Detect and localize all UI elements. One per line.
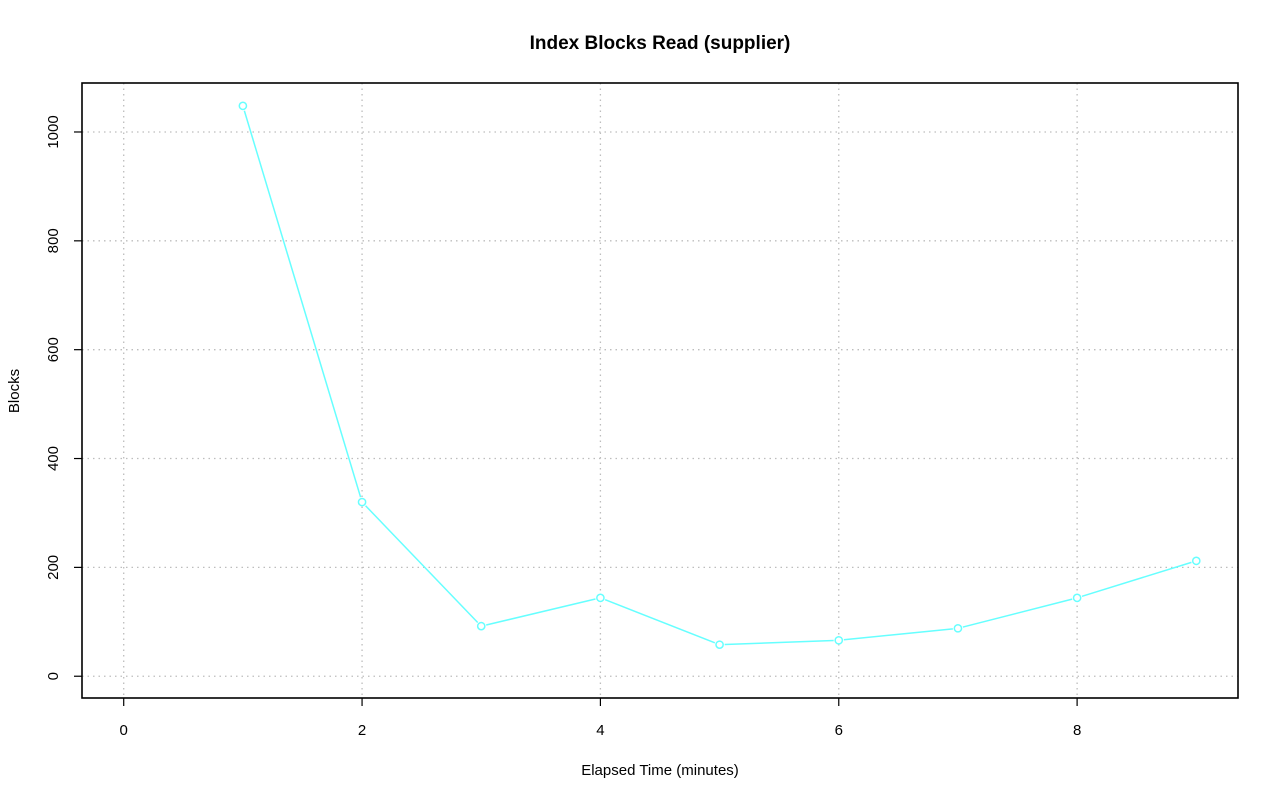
x-tick-label: 4 xyxy=(596,722,604,739)
series-line-segment xyxy=(1081,561,1192,598)
series-line-segment xyxy=(962,598,1073,628)
grid xyxy=(82,83,1238,698)
x-tick-label: 2 xyxy=(358,722,366,739)
series-line-segment xyxy=(843,628,953,641)
x-axis: 0 2 4 6 8 xyxy=(120,698,1081,739)
data-point xyxy=(834,635,844,645)
y-tick-label: 800 xyxy=(45,228,62,253)
data-point xyxy=(1191,556,1201,566)
chart-title: Index Blocks Read (supplier) xyxy=(530,33,791,54)
y-tick-label: 200 xyxy=(45,555,62,580)
series-group xyxy=(238,101,1201,650)
data-point xyxy=(953,623,963,633)
series-line-segment xyxy=(365,505,479,624)
data-point xyxy=(357,497,367,507)
data-point xyxy=(476,621,486,631)
data-point xyxy=(715,640,724,650)
y-axis-label: Blocks xyxy=(6,369,23,413)
y-tick-label: 600 xyxy=(45,337,62,362)
y-tick-label: 1000 xyxy=(45,115,62,148)
x-tick-label: 6 xyxy=(835,722,843,739)
series-line-segment xyxy=(724,639,834,646)
data-point xyxy=(596,593,605,603)
plot-area-frame xyxy=(81,82,1239,699)
series-line-segment xyxy=(243,110,362,498)
x-axis-label: Elapsed Time (minutes) xyxy=(581,762,739,779)
series-line-segment xyxy=(604,599,716,644)
y-tick-label: 400 xyxy=(45,446,62,471)
x-tick-label: 0 xyxy=(120,722,128,739)
data-point xyxy=(238,101,248,111)
x-tick-label: 8 xyxy=(1073,722,1081,739)
data-point xyxy=(1072,593,1082,603)
y-axis: 0 200 400 600 800 1000 xyxy=(45,115,82,680)
y-tick-label: 0 xyxy=(45,672,62,680)
series-line-segment xyxy=(486,598,596,626)
